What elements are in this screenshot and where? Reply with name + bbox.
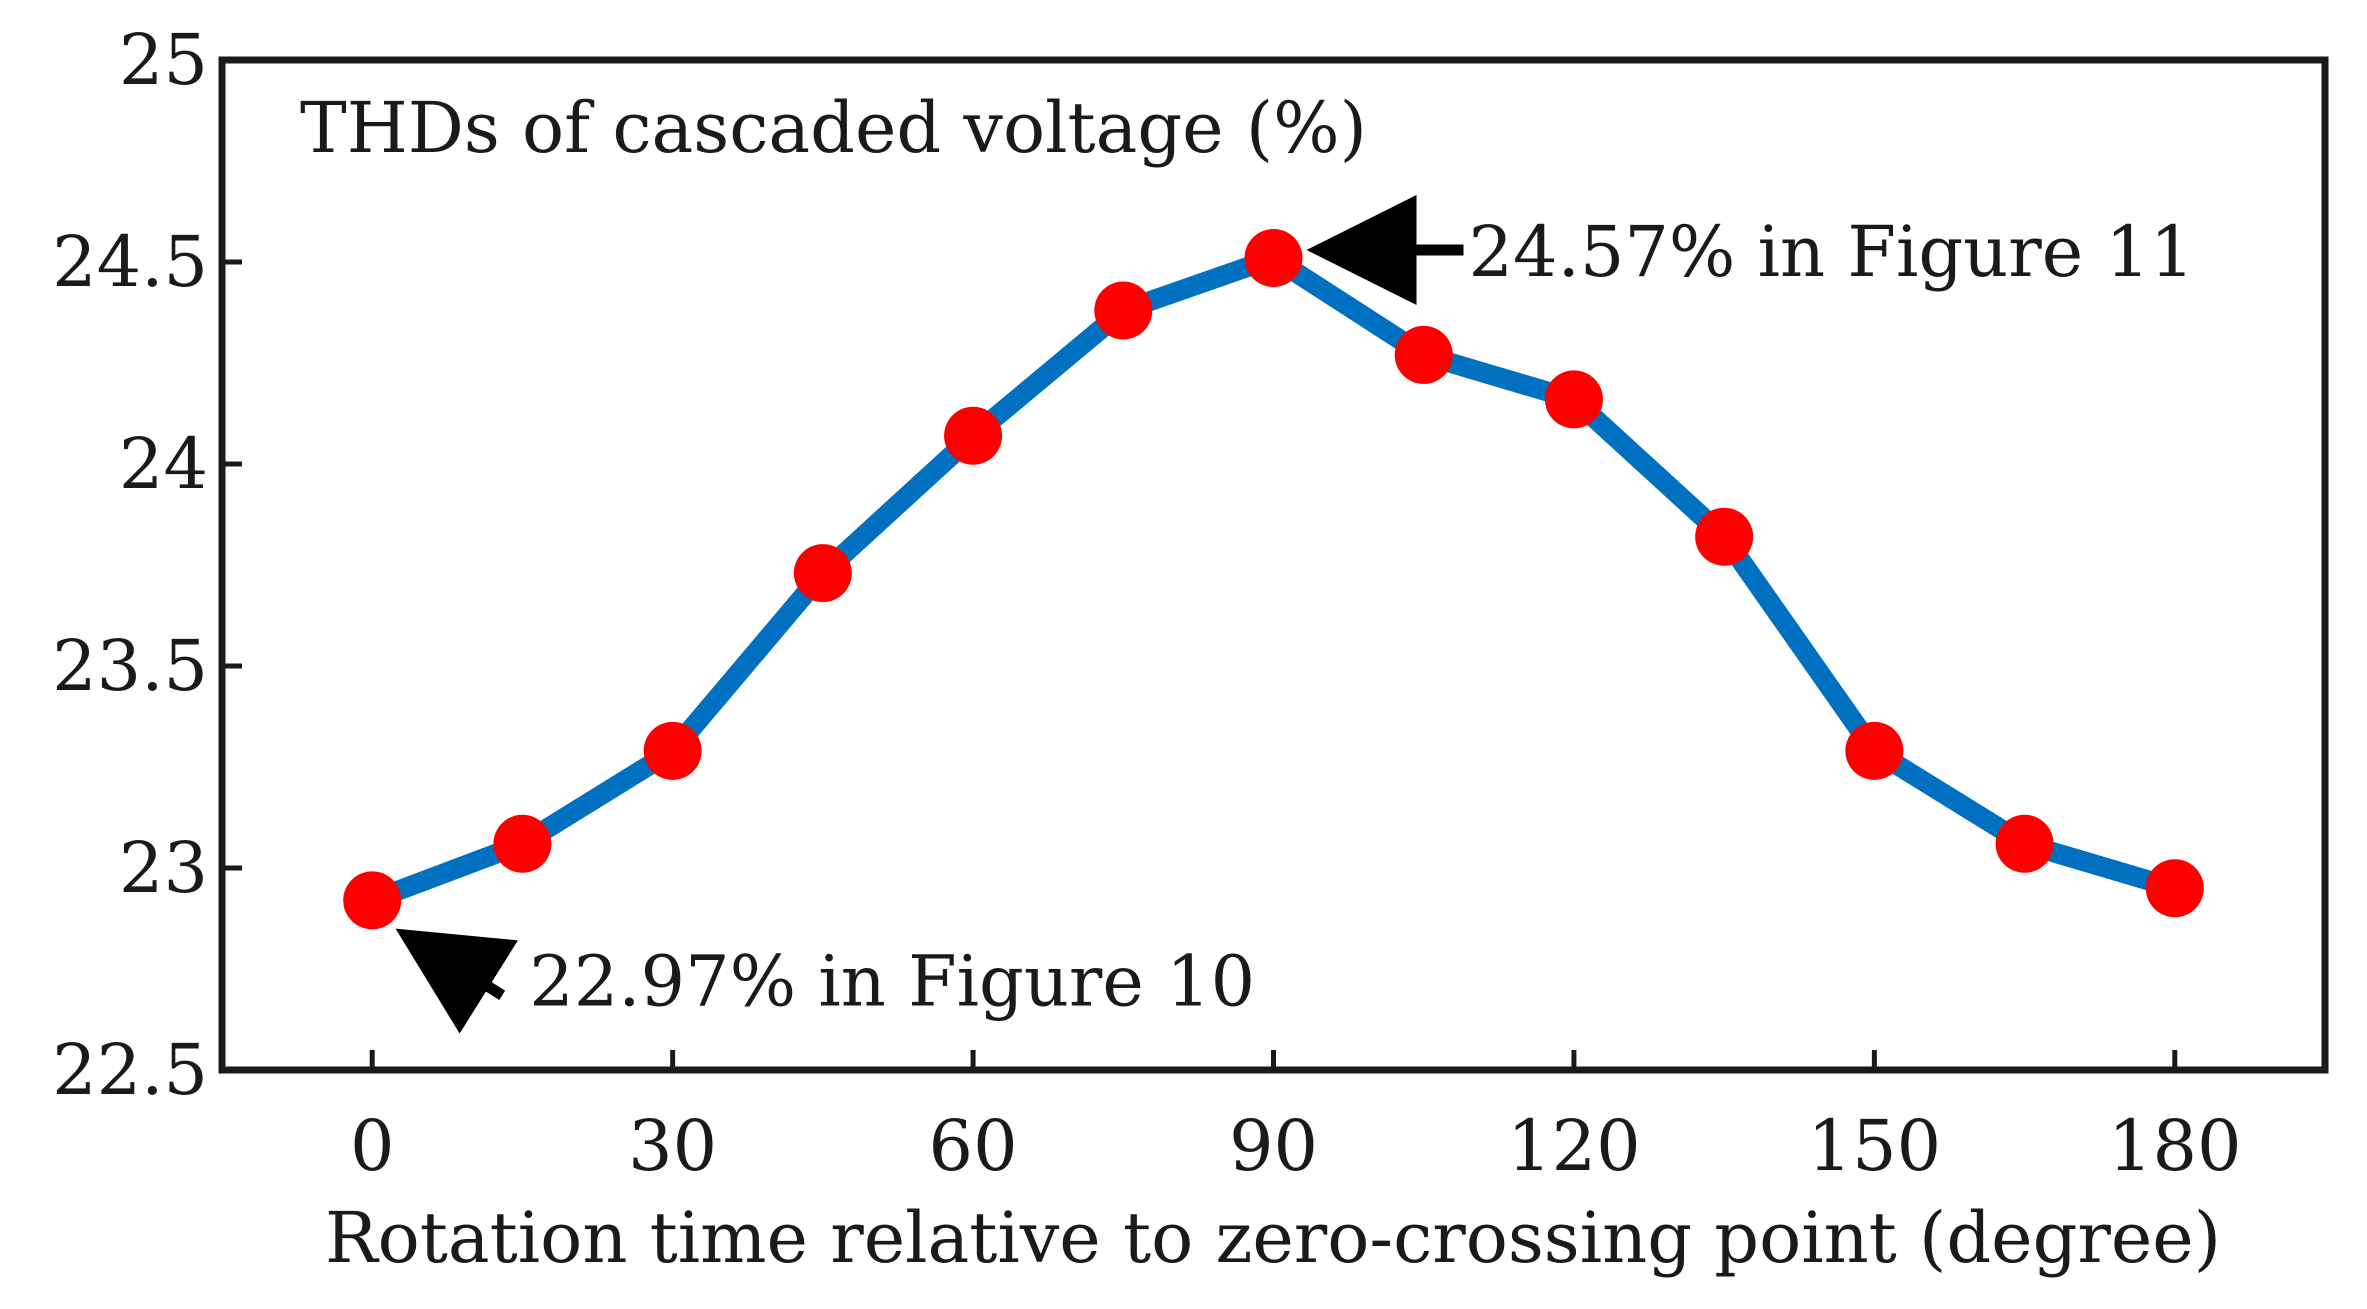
x-tick-label: 120 — [1507, 1105, 1641, 1187]
axis-ticks: 22.5 23 23.5 24 24.5 25 0 30 60 90 120 150 180 — [52, 19, 2241, 1187]
y-tick-label: 23.5 — [52, 625, 208, 707]
annotations: 24.57% in Figure 11 22.97% in Figure 10 — [395, 194, 2195, 1034]
y-tick-label: 24 — [119, 423, 208, 505]
x-tick-label: 150 — [1808, 1105, 1942, 1187]
data-point — [643, 721, 702, 780]
y-tick-label: 23 — [119, 827, 208, 909]
data-point — [1094, 281, 1153, 340]
x-tick-label: 60 — [929, 1105, 1018, 1187]
x-tick-label: 180 — [2108, 1105, 2242, 1187]
data-point — [2145, 859, 2204, 918]
chart-title: THDs of cascaded voltage (%) — [300, 87, 1367, 169]
y-tick-label: 22.5 — [52, 1029, 208, 1111]
annotation-arrow — [395, 928, 518, 1034]
x-tick-label: 30 — [628, 1105, 717, 1187]
x-tick-label: 0 — [350, 1105, 395, 1187]
y-tick-label: 25 — [119, 19, 208, 101]
data-point — [793, 544, 852, 603]
data-series — [343, 228, 2204, 930]
x-axis-title: Rotation time relative to zero-crossing … — [325, 1197, 2221, 1279]
annotation-label: 24.57% in Figure 11 — [1469, 211, 2195, 293]
data-point — [493, 814, 552, 873]
data-point — [1394, 325, 1453, 384]
data-point — [1845, 721, 1904, 780]
data-point — [1544, 370, 1603, 429]
data-point — [1695, 507, 1754, 566]
annotation-label: 22.97% in Figure 10 — [529, 940, 1255, 1022]
data-point — [1244, 228, 1303, 287]
x-tick-label: 90 — [1229, 1105, 1318, 1187]
data-point — [1995, 814, 2054, 873]
data-point — [944, 406, 1003, 465]
y-tick-label: 24.5 — [52, 221, 208, 303]
data-point — [343, 871, 402, 930]
series-line — [362, 247, 2185, 911]
